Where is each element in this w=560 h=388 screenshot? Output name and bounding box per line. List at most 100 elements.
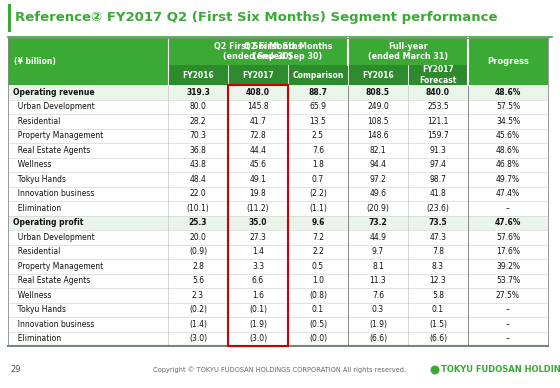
Text: 808.5: 808.5 <box>366 88 390 97</box>
Text: (¥ billion): (¥ billion) <box>14 57 56 66</box>
Text: 408.0: 408.0 <box>246 88 270 97</box>
Text: (0.9): (0.9) <box>189 247 207 256</box>
Text: Progress: Progress <box>487 57 529 66</box>
Text: 9.6: 9.6 <box>311 218 325 227</box>
Bar <box>8 128 548 143</box>
Text: (1.1): (1.1) <box>309 204 327 213</box>
Text: Urban Development: Urban Development <box>13 102 95 111</box>
Text: 72.8: 72.8 <box>250 131 267 140</box>
Text: 70.3: 70.3 <box>189 131 207 140</box>
Text: Full-year
(ended March 31): Full-year (ended March 31) <box>368 42 448 61</box>
Text: 20.0: 20.0 <box>190 233 207 242</box>
Text: 28.2: 28.2 <box>190 117 206 126</box>
Text: 41.8: 41.8 <box>430 189 446 198</box>
Text: 8.3: 8.3 <box>432 262 444 271</box>
Bar <box>8 317 548 331</box>
Bar <box>8 172 548 187</box>
Bar <box>8 201 548 215</box>
Bar <box>8 303 548 317</box>
Bar <box>8 143 548 158</box>
Text: 0.7: 0.7 <box>312 175 324 184</box>
Bar <box>8 215 548 230</box>
Text: 25.3: 25.3 <box>189 218 207 227</box>
Text: Property Management: Property Management <box>13 131 103 140</box>
Text: 97.4: 97.4 <box>430 160 446 169</box>
Text: 44.4: 44.4 <box>250 146 267 155</box>
Text: 45.6%: 45.6% <box>496 131 520 140</box>
Text: 43.8: 43.8 <box>190 160 207 169</box>
Text: 1.6: 1.6 <box>252 291 264 300</box>
Bar <box>468 38 548 85</box>
Text: 44.9: 44.9 <box>370 233 386 242</box>
Text: 91.3: 91.3 <box>430 146 446 155</box>
Text: Residential: Residential <box>13 247 60 256</box>
Text: 5.8: 5.8 <box>432 291 444 300</box>
Text: Property Management: Property Management <box>13 262 103 271</box>
Text: 22.0: 22.0 <box>190 189 207 198</box>
Bar <box>8 99 548 114</box>
Text: 0.5: 0.5 <box>312 262 324 271</box>
Text: 5.6: 5.6 <box>192 276 204 285</box>
Bar <box>8 259 548 274</box>
Text: (6.6): (6.6) <box>369 334 387 343</box>
Text: (11.2): (11.2) <box>247 204 269 213</box>
Text: (0.2): (0.2) <box>189 305 207 314</box>
Text: 1.0: 1.0 <box>312 276 324 285</box>
Text: 49.1: 49.1 <box>250 175 267 184</box>
Text: 13.5: 13.5 <box>310 117 326 126</box>
Text: (1.4): (1.4) <box>189 320 207 329</box>
Text: 48.6%: 48.6% <box>495 88 521 97</box>
Text: 47.3: 47.3 <box>430 233 446 242</box>
Bar <box>348 38 468 65</box>
Bar <box>8 114 548 128</box>
Text: 49.7%: 49.7% <box>496 175 520 184</box>
Text: –: – <box>506 320 510 329</box>
Text: 82.1: 82.1 <box>370 146 386 155</box>
Text: Elimination: Elimination <box>13 334 61 343</box>
Text: 2.8: 2.8 <box>192 262 204 271</box>
Text: –: – <box>506 204 510 213</box>
Text: –: – <box>506 334 510 343</box>
Text: FY2016: FY2016 <box>362 71 394 80</box>
Text: 49.6: 49.6 <box>370 189 386 198</box>
Text: 249.0: 249.0 <box>367 102 389 111</box>
Text: 94.4: 94.4 <box>370 160 386 169</box>
Text: (0.5): (0.5) <box>309 320 327 329</box>
Text: 8.1: 8.1 <box>372 262 384 271</box>
Text: (3.0): (3.0) <box>189 334 207 343</box>
Text: 19.8: 19.8 <box>250 189 267 198</box>
Text: 46.8%: 46.8% <box>496 160 520 169</box>
Bar <box>8 244 548 259</box>
Text: Real Estate Agents: Real Estate Agents <box>13 146 90 155</box>
Text: 48.4: 48.4 <box>190 175 207 184</box>
Text: 41.7: 41.7 <box>250 117 267 126</box>
Bar <box>408 65 468 85</box>
Text: 840.0: 840.0 <box>426 88 450 97</box>
Text: 253.5: 253.5 <box>427 102 449 111</box>
Text: Tokyu Hands: Tokyu Hands <box>13 175 66 184</box>
Bar <box>8 274 548 288</box>
Text: 9.7: 9.7 <box>372 247 384 256</box>
Bar <box>288 65 348 85</box>
Text: FY2017: FY2017 <box>242 71 274 80</box>
Text: 2.2: 2.2 <box>312 247 324 256</box>
Text: (2.2): (2.2) <box>309 189 327 198</box>
Text: 88.7: 88.7 <box>309 88 328 97</box>
Text: 121.1: 121.1 <box>427 117 449 126</box>
Text: 0.3: 0.3 <box>372 305 384 314</box>
Bar <box>8 230 548 244</box>
Bar <box>8 85 548 99</box>
Text: Q2 First Six Months
(ended Sep 30): Q2 First Six Months (ended Sep 30) <box>244 42 332 61</box>
Text: 35.0: 35.0 <box>249 218 267 227</box>
Text: Wellness: Wellness <box>13 291 52 300</box>
Text: 45.6: 45.6 <box>250 160 267 169</box>
Bar <box>8 187 548 201</box>
Text: 29: 29 <box>10 365 21 374</box>
Text: 2.3: 2.3 <box>192 291 204 300</box>
Text: 7.2: 7.2 <box>312 233 324 242</box>
Text: 65.9: 65.9 <box>310 102 326 111</box>
Bar <box>168 65 228 85</box>
Text: 47.6%: 47.6% <box>495 218 521 227</box>
Text: (1.9): (1.9) <box>369 320 387 329</box>
Text: (10.1): (10.1) <box>186 204 209 213</box>
